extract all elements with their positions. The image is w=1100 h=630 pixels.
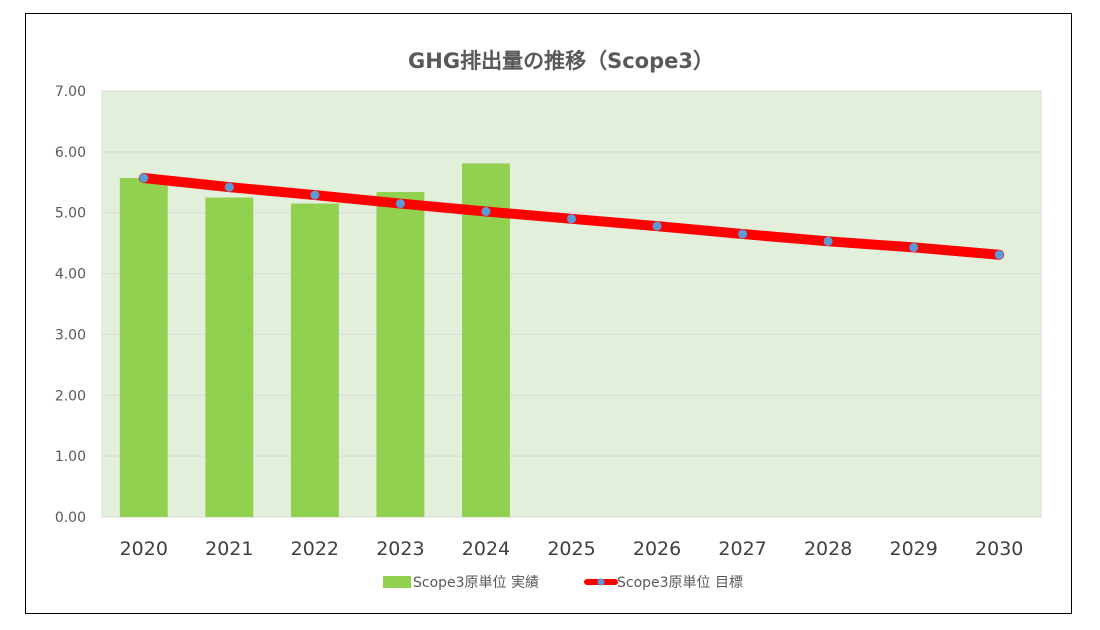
chart-svg: GHG排出量の推移（Scope3） 0.00 1.00 2.00 3.00 4.00 5.… (55, 49, 1042, 591)
y-tick-label: 0.00 (55, 510, 86, 526)
x-axis-ticks: 2020 2021 2022 2023 2024 2025 2026 2027 2028 2029… (120, 538, 1024, 560)
target-marker (994, 250, 1004, 260)
x-tick-label: 2029 (890, 538, 938, 560)
plot-area (101, 91, 1042, 517)
y-tick-label: 4.00 (55, 267, 86, 283)
y-tick-label: 6.00 (55, 145, 86, 161)
target-marker (481, 206, 491, 216)
target-marker (823, 236, 833, 246)
bar (376, 192, 425, 517)
x-tick-label: 2021 (205, 538, 253, 560)
chart-frame: GHG排出量の推移（Scope3） 0.00 1.00 2.00 3.00 4.00 5.… (25, 13, 1072, 614)
bar (119, 178, 168, 518)
bar (290, 203, 339, 518)
bar-series (119, 163, 510, 518)
x-tick-label: 2022 (291, 538, 339, 560)
x-tick-label: 2027 (718, 538, 766, 560)
target-marker (909, 242, 919, 252)
y-tick-label: 5.00 (55, 206, 86, 222)
legend-swatch-target-marker (597, 578, 605, 586)
target-marker (395, 199, 405, 209)
target-marker (567, 214, 576, 224)
bar (462, 163, 510, 518)
y-tick-label: 7.00 (55, 84, 86, 100)
target-marker (224, 182, 234, 192)
x-tick-label: 2024 (462, 538, 510, 560)
target-marker (738, 229, 748, 239)
y-tick-label: 3.00 (55, 327, 86, 343)
chart-title: GHG排出量の推移（Scope3） (408, 49, 714, 73)
legend: Scope3原単位 実績 Scope3原単位 目標 (383, 575, 743, 591)
target-marker (139, 173, 149, 183)
legend-swatch-actual (383, 576, 411, 588)
line-series (138, 173, 1005, 260)
target-marker (310, 190, 320, 200)
y-tick-label: 2.00 (55, 388, 86, 404)
gridlines (101, 90, 1042, 518)
bar (205, 197, 254, 517)
x-tick-label: 2020 (120, 538, 168, 560)
x-tick-label: 2023 (376, 538, 424, 560)
x-tick-label: 2030 (975, 538, 1023, 560)
x-tick-label: 2026 (633, 538, 681, 560)
y-tick-label: 1.00 (55, 449, 86, 465)
legend-label-target: Scope3原単位 目標 (617, 575, 743, 591)
x-tick-label: 2028 (804, 538, 852, 560)
legend-label-actual: Scope3原単位 実績 (413, 575, 539, 591)
target-marker (652, 221, 662, 231)
y-axis-ticks: 0.00 1.00 2.00 3.00 4.00 5.00 6.00 7.00 (55, 84, 86, 526)
x-tick-label: 2025 (547, 538, 595, 560)
